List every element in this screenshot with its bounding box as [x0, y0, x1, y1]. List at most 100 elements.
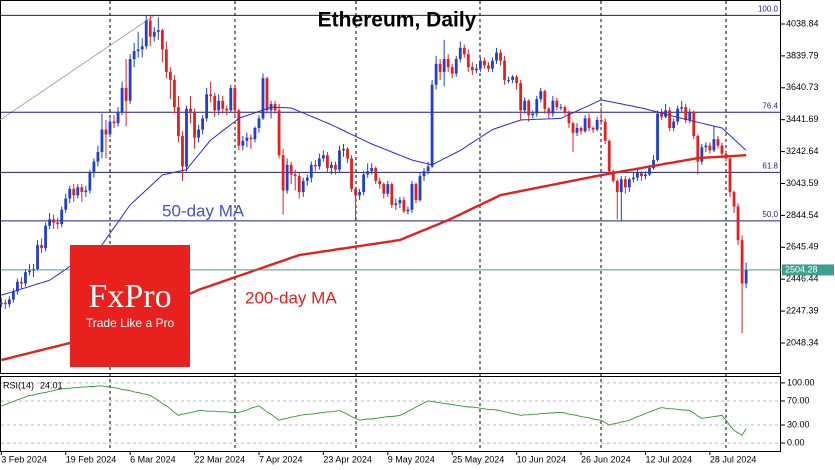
- rsi-name: RSI(14): [3, 380, 34, 390]
- candle-body: [253, 127, 257, 140]
- candle-body: [406, 209, 410, 212]
- candle-body: [483, 60, 486, 66]
- candle-body: [0, 302, 3, 305]
- candle-body: [636, 172, 639, 178]
- candle-body: [559, 107, 563, 109]
- candle-body: [44, 225, 47, 249]
- candle-body: [193, 111, 196, 138]
- x-tick-label: 7 Apr 2024: [259, 454, 303, 464]
- candle-body: [668, 110, 672, 128]
- candle-body: [535, 99, 539, 114]
- candle-body: [595, 119, 599, 130]
- candle-body: [414, 184, 418, 201]
- candle-body: [205, 94, 209, 119]
- candle-body: [326, 155, 329, 169]
- candle-body: [309, 164, 313, 178]
- candle-body: [567, 111, 571, 124]
- candle-body: [152, 31, 156, 37]
- candle-body: [700, 147, 704, 162]
- candle-body: [587, 118, 591, 128]
- candle-body: [422, 171, 426, 177]
- rsi-tick-label: 70.00: [787, 395, 810, 405]
- candle-body: [539, 91, 543, 100]
- candle-body: [579, 127, 583, 132]
- candle-body: [398, 200, 402, 204]
- candle-body: [555, 100, 559, 108]
- candle-body: [321, 155, 325, 159]
- candle-body: [148, 20, 152, 37]
- candle-body: [209, 94, 213, 96]
- candle-body: [96, 152, 100, 162]
- candle-body: [688, 111, 692, 120]
- candle-body: [458, 47, 462, 60]
- candle-body: [20, 281, 23, 284]
- candle-body: [378, 180, 382, 185]
- candle-body: [297, 176, 301, 193]
- candle-body: [92, 161, 96, 173]
- candle-body: [551, 100, 555, 114]
- candle-body: [164, 49, 168, 72]
- candle-body: [177, 107, 180, 136]
- candle-body: [261, 78, 265, 119]
- y-tick-label: 3640.73: [786, 82, 819, 92]
- x-tick-label: 10 Jun 2024: [517, 454, 567, 464]
- candle-body: [648, 168, 651, 175]
- candle-body: [48, 219, 52, 226]
- candle-body: [462, 47, 466, 55]
- candle-body: [108, 121, 112, 135]
- y-tick-label: 2844.54: [786, 210, 819, 220]
- candle-body: [499, 52, 502, 61]
- candle-body: [571, 123, 575, 133]
- candle-body: [720, 145, 724, 154]
- candle-body: [418, 176, 422, 201]
- candle-body: [354, 188, 357, 196]
- candle-body: [652, 160, 655, 169]
- candle-body: [350, 158, 353, 189]
- candle-body: [615, 180, 619, 193]
- candle-body: [575, 127, 579, 133]
- candle-body: [712, 139, 716, 151]
- candle-body: [708, 145, 712, 151]
- candle-body: [474, 68, 478, 71]
- line: [1, 385, 747, 436]
- candle-body: [744, 269, 748, 284]
- candle-body: [732, 192, 736, 207]
- candle-body: [358, 192, 362, 196]
- series-label: 50-day MA: [162, 201, 245, 220]
- candle-body: [3, 302, 7, 305]
- candle-body: [430, 84, 434, 167]
- candle-body: [330, 164, 333, 169]
- candle-body: [672, 121, 676, 128]
- candle-body: [728, 158, 732, 193]
- rsi-tick-label: 100.00: [787, 377, 815, 387]
- x-tick-label: 9 May 2024: [388, 454, 435, 464]
- x-tick-label: 26 Jun 2024: [581, 454, 631, 464]
- rsi-tick-label: 30.00: [787, 419, 810, 429]
- candle-body: [16, 281, 19, 292]
- x-tick-label: 3 Feb 2024: [1, 454, 47, 464]
- level-label: 100.0: [758, 4, 779, 13]
- candle-body: [28, 270, 31, 273]
- y-tick-label: 2645.49: [786, 242, 819, 252]
- candle-body: [660, 113, 663, 117]
- candle-body: [160, 30, 164, 50]
- x-tick-label: 22 Mar 2024: [195, 454, 246, 464]
- candle-body: [80, 187, 84, 193]
- candle-body: [740, 240, 744, 284]
- candle-body: [52, 219, 56, 223]
- candle-body: [7, 299, 11, 305]
- series-label: 200-day MA: [245, 288, 337, 307]
- rsi-panel: [0, 376, 781, 452]
- candle-body: [342, 148, 345, 151]
- candle-body: [676, 108, 680, 122]
- candle-body: [644, 174, 647, 177]
- candle-body: [285, 164, 289, 191]
- candle-body: [495, 52, 498, 61]
- candle-body: [547, 108, 551, 114]
- candle-body: [221, 100, 225, 109]
- candle-body: [241, 140, 245, 146]
- y-tick-label: 4038.84: [786, 18, 819, 28]
- month-separators: [109, 1, 727, 451]
- candle-body: [487, 65, 490, 69]
